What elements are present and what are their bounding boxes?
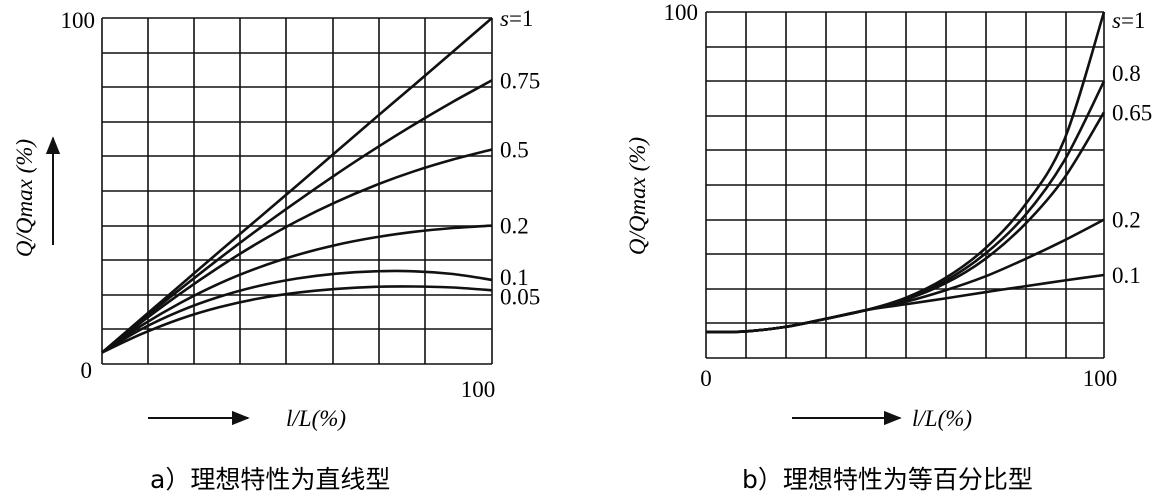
chart-a-series-label: 0.5 <box>500 138 529 163</box>
chart-b-y-axis-label: Q/Qmax (%) <box>625 137 650 255</box>
chart-b-series-line <box>705 111 1106 334</box>
chart-a-y-tick-top: 100 <box>61 8 96 33</box>
chart-a-y-tick-bottom: 0 <box>81 358 93 383</box>
chart-b-series-line <box>705 273 1105 334</box>
chart-b-series-label: 0.65 <box>1112 100 1152 125</box>
chart-b-y-tick-top: 100 <box>664 0 699 25</box>
chart-a-series-line <box>101 285 493 354</box>
chart-b-grid <box>705 11 1105 359</box>
chart-a-series-label: 0.75 <box>500 68 540 93</box>
chart-a-grid <box>101 17 493 365</box>
chart-b-series-label: s=1 <box>1112 8 1145 33</box>
chart-a-series-line <box>101 148 493 354</box>
chart-b-series-line <box>705 218 1105 334</box>
chart-b-series: s=1 0.8 0.65 0.2 0.1 <box>705 8 1152 334</box>
chart-b-caption: b）理想特性为等百分比型 <box>742 465 1033 494</box>
chart-a-series-line <box>101 79 493 354</box>
chart-a-x-tick-right: 100 <box>461 377 496 402</box>
chart-a-series: s=1 0.75 0.5 0.2 0.10.05 <box>101 6 540 354</box>
chart-b-x-tick-right: 100 <box>1083 366 1118 391</box>
chart-b-series-label: 0.1 <box>1112 263 1141 288</box>
chart-a: s=1 0.75 0.5 0.2 0.10.05 100 0 100 Q/Qmax (%… <box>12 6 540 494</box>
chart-a-x-axis-label: l/L(%) <box>286 406 346 431</box>
chart-a-caption: a）理想特性为直线型 <box>150 465 390 494</box>
chart-a-series-line <box>101 17 493 354</box>
chart-b-series-line <box>705 80 1106 334</box>
chart-a-series-label: 0.05 <box>500 284 540 309</box>
chart-a-series-label: 0.2 <box>500 214 529 239</box>
chart-b-x-axis-label: l/L(%) <box>912 406 972 431</box>
chart-a-series-label: 0.1 <box>500 265 529 290</box>
chart-b: s=1 0.8 0.65 0.2 0.1 100 0 100 Q/Qmax (%) l/… <box>625 0 1152 494</box>
chart-a-series-line <box>101 224 493 354</box>
chart-b-series-label: 0.2 <box>1112 208 1141 233</box>
chart-b-x-tick-left: 0 <box>700 366 712 391</box>
chart-a-series-label: s=1 <box>500 6 533 31</box>
chart-b-series-label: 0.8 <box>1112 61 1141 86</box>
chart-a-y-axis-label: Q/Qmax (%) <box>12 139 37 257</box>
chart-a-series-line <box>101 269 493 354</box>
